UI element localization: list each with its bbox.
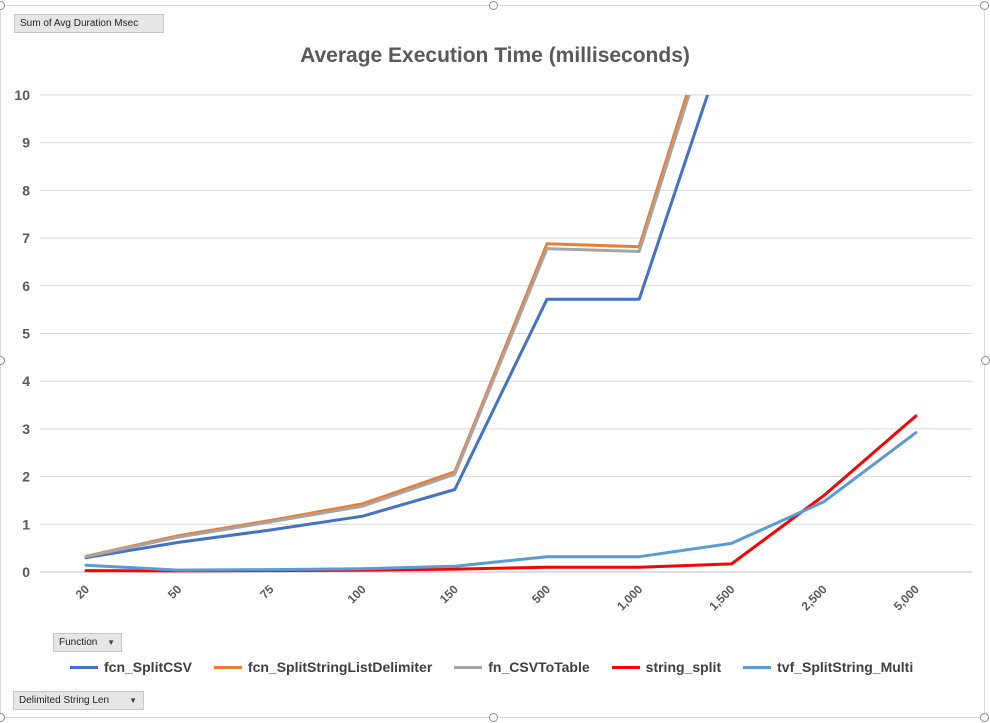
- legend-swatch: [70, 665, 98, 669]
- y-tick-label: 2: [22, 469, 30, 485]
- legend-label: fn_CSVToTable: [488, 659, 590, 675]
- series-line-fcn_SplitStringListDelimiter: [84, 95, 689, 558]
- resize-handle-top-center[interactable]: [489, 1, 498, 10]
- legend-entry: fcn_SplitCSV: [70, 659, 192, 675]
- value-field-button[interactable]: Sum of Avg Duration Msec: [14, 14, 164, 33]
- legend-label: fcn_SplitStringListDelimiter: [247, 659, 433, 675]
- series-line-fcn_SplitCSV: [84, 95, 710, 560]
- legend-swatch: [743, 665, 772, 669]
- legend-swatch: [611, 665, 640, 669]
- x-tick-label: 5,000: [891, 582, 922, 613]
- chevron-down-icon[interactable]: ▼: [129, 696, 137, 705]
- series-field-button[interactable]: Function ▼: [53, 633, 122, 652]
- y-tick-label: 9: [22, 135, 30, 151]
- x-tick-label: 1,000: [614, 582, 645, 613]
- legend-label: string_split: [645, 659, 722, 675]
- resize-handle-middle-left[interactable]: [0, 356, 5, 365]
- legend-entry: string_split: [611, 659, 722, 675]
- series-line-tvf_SplitString_Multi: [84, 431, 918, 572]
- legend-swatch: [454, 665, 483, 669]
- y-tick-label: 5: [22, 326, 30, 342]
- x-tick-label: 2,500: [799, 582, 830, 613]
- resize-handle-top-right[interactable]: [980, 1, 989, 10]
- y-tick-label: 10: [14, 87, 30, 103]
- chart-title: Average Execution Time (milliseconds): [300, 44, 690, 67]
- y-tick-label: 8: [22, 182, 30, 198]
- y-tick-label: 7: [22, 230, 30, 246]
- x-tick-label: 1,500: [706, 582, 737, 613]
- legend: fcn_SplitCSV fcn_SplitStringListDelimiter…: [70, 657, 913, 677]
- x-tick-label: 50: [165, 582, 185, 602]
- series-field-label: Function: [59, 637, 98, 648]
- y-tick-label: 6: [22, 278, 30, 294]
- legend-swatch: [213, 665, 242, 669]
- series-line-fn_CSVToTable: [84, 95, 691, 559]
- x-tick-label: 150: [437, 582, 461, 606]
- legend-entry: tvf_SplitString_Multi: [743, 659, 913, 675]
- x-tick-label: 75: [257, 582, 277, 602]
- legend-label: tvf_SplitString_Multi: [777, 659, 914, 675]
- legend-label: fcn_SplitCSV: [104, 659, 192, 675]
- resize-handle-bottom-left[interactable]: [0, 713, 5, 722]
- x-tick-label: 500: [529, 582, 553, 606]
- resize-handle-bottom-center[interactable]: [489, 713, 498, 722]
- y-tick-label: 4: [22, 373, 30, 389]
- series-line-string_split: [84, 414, 918, 573]
- y-tick-label: 0: [22, 564, 30, 580]
- x-tick-label: 20: [73, 582, 93, 602]
- resize-handle-top-left[interactable]: [0, 1, 5, 10]
- legend-entry: fn_CSVToTable: [454, 659, 590, 675]
- resize-handle-bottom-right[interactable]: [980, 713, 989, 722]
- chevron-down-icon[interactable]: ▼: [107, 638, 115, 647]
- x-tick-label: 100: [345, 582, 369, 606]
- y-tick-label: 3: [22, 421, 30, 437]
- series-group: [84, 95, 918, 573]
- value-field-label: Sum of Avg Duration Msec: [20, 18, 139, 29]
- y-tick-label: 1: [22, 516, 30, 532]
- category-field-label: Delimited String Len: [19, 695, 110, 706]
- legend-entry: fcn_SplitStringListDelimiter: [213, 659, 433, 675]
- category-field-button[interactable]: Delimited String Len ▼: [13, 691, 144, 710]
